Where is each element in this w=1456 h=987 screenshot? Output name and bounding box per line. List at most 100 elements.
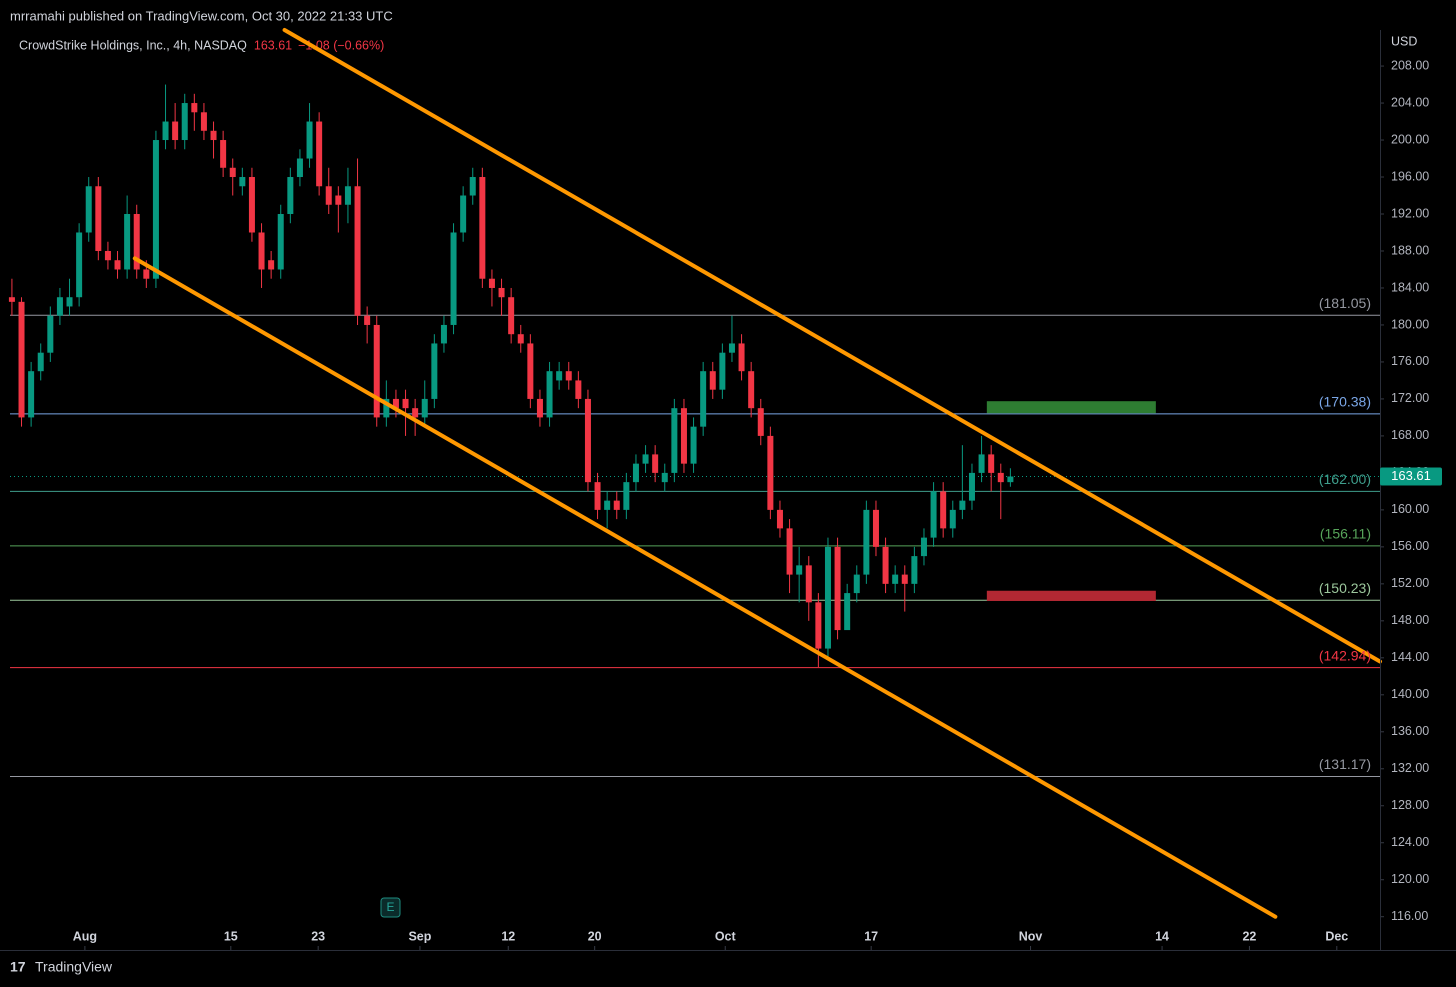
- candle-body: [239, 177, 246, 187]
- candle-body: [556, 371, 563, 381]
- candle-body: [901, 574, 908, 584]
- candle-body: [85, 186, 92, 233]
- last-price-tag: [1380, 467, 1442, 486]
- y-tick-label: 128.00: [1391, 798, 1429, 812]
- brand: TradingView: [35, 959, 113, 975]
- candle-body: [316, 121, 323, 187]
- candle-body: [287, 177, 294, 214]
- x-tick-label: Aug: [73, 929, 97, 943]
- candle-body: [892, 574, 899, 584]
- candle-body: [767, 435, 774, 510]
- candle-body: [959, 500, 966, 510]
- x-tick-label: Oct: [715, 929, 737, 943]
- level-label: (142.94): [1319, 647, 1371, 663]
- level-label: (170.38): [1319, 394, 1371, 410]
- x-tick-label: 23: [311, 929, 325, 943]
- currency: USD: [1391, 34, 1417, 48]
- candle-body: [450, 232, 457, 325]
- candle-body: [748, 371, 755, 409]
- candle-body: [997, 472, 1004, 483]
- candle-body: [18, 301, 25, 418]
- candle-body: [306, 121, 313, 159]
- candle-body: [479, 177, 486, 279]
- zone: [986, 401, 1156, 414]
- candle-body: [124, 214, 131, 270]
- symbol: CrowdStrike Holdings, Inc., 4h, NASDAQ: [19, 38, 247, 52]
- candle-body: [680, 408, 687, 464]
- candle-body: [719, 352, 726, 390]
- candle-body: [469, 177, 476, 196]
- channel-line: [132, 256, 1278, 919]
- candle-body: [162, 121, 169, 141]
- candle-body: [488, 278, 495, 288]
- candle-body: [440, 324, 447, 344]
- level-label: (131.17): [1319, 756, 1371, 772]
- y-tick-label: 192.00: [1391, 206, 1429, 220]
- candle-body: [738, 343, 745, 372]
- candle-body: [335, 195, 342, 205]
- candle-body: [114, 260, 121, 270]
- level-label: (150.23): [1319, 580, 1371, 596]
- candle-body: [143, 269, 150, 279]
- candle-body: [412, 408, 419, 418]
- candle-body: [700, 371, 707, 427]
- candle-body: [978, 454, 985, 473]
- candle-body: [728, 343, 735, 353]
- candle-body: [56, 297, 63, 316]
- candle-body: [431, 343, 438, 399]
- candle-body: [988, 454, 995, 473]
- candle-body: [8, 297, 15, 302]
- candle-body: [824, 546, 831, 649]
- candle-body: [152, 140, 159, 279]
- candle-body: [517, 334, 524, 344]
- candle-body: [248, 177, 255, 233]
- x-tick-label: 20: [588, 929, 602, 943]
- y-tick-label: 188.00: [1391, 243, 1429, 257]
- y-tick-label: 208.00: [1391, 58, 1429, 72]
- candle-body: [776, 509, 783, 529]
- y-tick-label: 132.00: [1391, 761, 1429, 775]
- x-tick-label: 12: [501, 929, 515, 943]
- last-price: 163.61: [254, 38, 292, 52]
- candle-body: [373, 324, 380, 418]
- candle-body: [37, 352, 44, 372]
- candle-body: [76, 232, 83, 298]
- candle-body: [546, 371, 553, 418]
- candle-body: [296, 158, 303, 178]
- candle-body: [364, 315, 371, 325]
- y-tick-label: 172.00: [1391, 391, 1429, 405]
- candle-body: [642, 454, 649, 464]
- x-tick-label: Sep: [408, 929, 431, 943]
- candle-body: [949, 509, 956, 529]
- candle-body: [671, 408, 678, 473]
- candle-body: [652, 454, 659, 473]
- y-tick-label: 140.00: [1391, 687, 1429, 701]
- y-tick-label: 136.00: [1391, 724, 1429, 738]
- candle-body: [354, 186, 361, 316]
- candle-body: [882, 546, 889, 584]
- candle-body: [508, 297, 515, 335]
- candle-body: [421, 398, 428, 418]
- x-tick-label: Dec: [1325, 929, 1348, 943]
- brand-logo: 17: [10, 959, 26, 975]
- y-tick-label: 124.00: [1391, 835, 1429, 849]
- header: mrramahi published on TradingView.com, O…: [10, 8, 393, 23]
- candle-body: [968, 472, 975, 501]
- candle-body: [834, 546, 841, 631]
- candle-body: [392, 398, 399, 409]
- candle-body: [95, 186, 102, 251]
- candle-body: [613, 500, 620, 510]
- x-tick-label: 17: [864, 929, 878, 943]
- candle-body: [460, 195, 467, 233]
- candle-body: [584, 398, 591, 483]
- y-tick-label: 152.00: [1391, 576, 1429, 590]
- candle-body: [258, 232, 265, 270]
- candle-body: [757, 408, 764, 436]
- level-label: (181.05): [1319, 295, 1371, 311]
- candle-body: [220, 140, 227, 168]
- candle-body: [210, 130, 217, 141]
- candle-body: [796, 565, 803, 575]
- y-tick-label: 176.00: [1391, 354, 1429, 368]
- y-tick-label: 160.00: [1391, 502, 1429, 516]
